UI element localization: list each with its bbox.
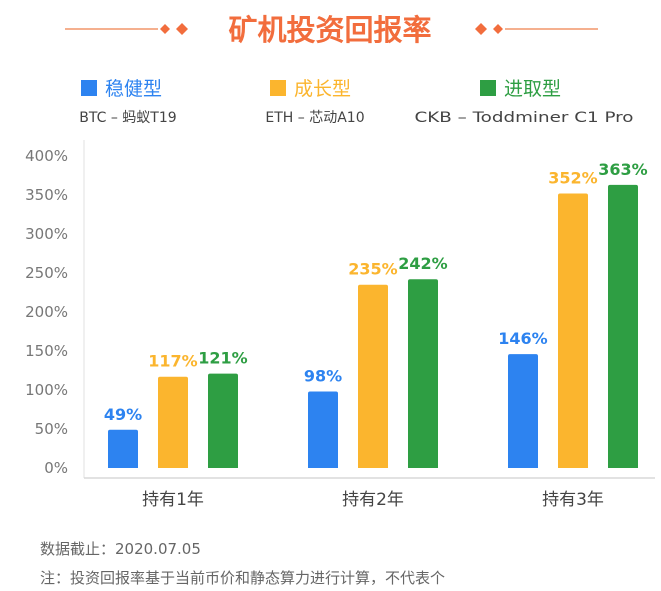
y-tick-label-2: 100% [25, 381, 68, 399]
data-date-note: 数据截止：2020.07.05 [40, 540, 201, 558]
y-tick-label-5: 250% [25, 264, 68, 282]
x-tick-label-2: 持有3年 [542, 490, 604, 510]
legend-name-1: 成长型 [294, 78, 351, 100]
title-decoration-right [475, 23, 598, 35]
data-label-1-0: 117% [148, 352, 197, 371]
data-labels: 49% 117% 121% 98% 235% 242% 146% 352% 363% [104, 160, 648, 424]
bar-2-1 [408, 279, 438, 468]
legend-swatch-1 [270, 80, 286, 96]
legend-desc-0: BTC – 蚂蚁T19 [79, 110, 176, 126]
legend-desc-2: CKB – Toddminer C1 Pro [415, 110, 634, 126]
legend-name-0: 稳健型 [105, 78, 162, 100]
bar-0-2 [508, 354, 538, 468]
y-tick-label-1: 50% [35, 420, 68, 438]
title-decoration-left [65, 23, 188, 35]
data-label-0-1: 98% [304, 367, 342, 386]
disclaimer-note: 注：投资回报率基于当前币价和静态算力进行计算，不代表个 [40, 569, 445, 587]
data-label-1-2: 352% [548, 168, 597, 187]
data-label-2-2: 363% [598, 160, 647, 179]
x-tick-label-1: 持有2年 [342, 490, 404, 510]
legend: 稳健型 BTC – 蚂蚁T19 成长型 ETH – 芯动A10 进取型 CKB … [79, 78, 633, 126]
data-label-2-1: 242% [398, 254, 447, 273]
bar-1-2 [558, 193, 588, 468]
legend-item-1: 成长型 ETH – 芯动A10 [265, 78, 364, 126]
data-label-1-1: 235% [348, 260, 397, 279]
legend-name-2: 进取型 [504, 78, 561, 100]
legend-swatch-0 [81, 80, 97, 96]
bar-2-2 [608, 184, 638, 469]
data-label-2-0: 121% [198, 349, 247, 368]
legend-swatch-2 [480, 80, 496, 96]
bars [108, 184, 638, 469]
bar-1-1 [358, 284, 388, 468]
y-tick-label-4: 200% [25, 303, 68, 321]
bar-1-0 [158, 376, 188, 468]
legend-item-0: 稳健型 BTC – 蚂蚁T19 [79, 78, 176, 126]
y-tick-label-0: 0% [44, 459, 68, 477]
data-label-0-2: 146% [498, 329, 547, 348]
y-axis: 0% 50% 100% 150% 200% 250% 300% 350% 400% [25, 147, 68, 477]
legend-desc-1: ETH – 芯动A10 [265, 110, 364, 126]
legend-item-2: 进取型 CKB – Toddminer C1 Pro [415, 78, 634, 126]
x-tick-label-0: 持有1年 [142, 490, 204, 510]
bar-0-1 [308, 391, 338, 468]
y-tick-label-3: 150% [25, 342, 68, 360]
x-axis: 持有1年 持有2年 持有3年 [142, 490, 604, 510]
bar-0-0 [108, 429, 138, 468]
chart-title: 矿机投资回报率 [228, 13, 431, 47]
y-tick-label-6: 300% [25, 225, 68, 243]
bar-2-0 [208, 373, 238, 468]
data-label-0-0: 49% [104, 405, 142, 424]
y-tick-label-8: 400% [25, 147, 68, 165]
y-tick-label-7: 350% [25, 186, 68, 204]
